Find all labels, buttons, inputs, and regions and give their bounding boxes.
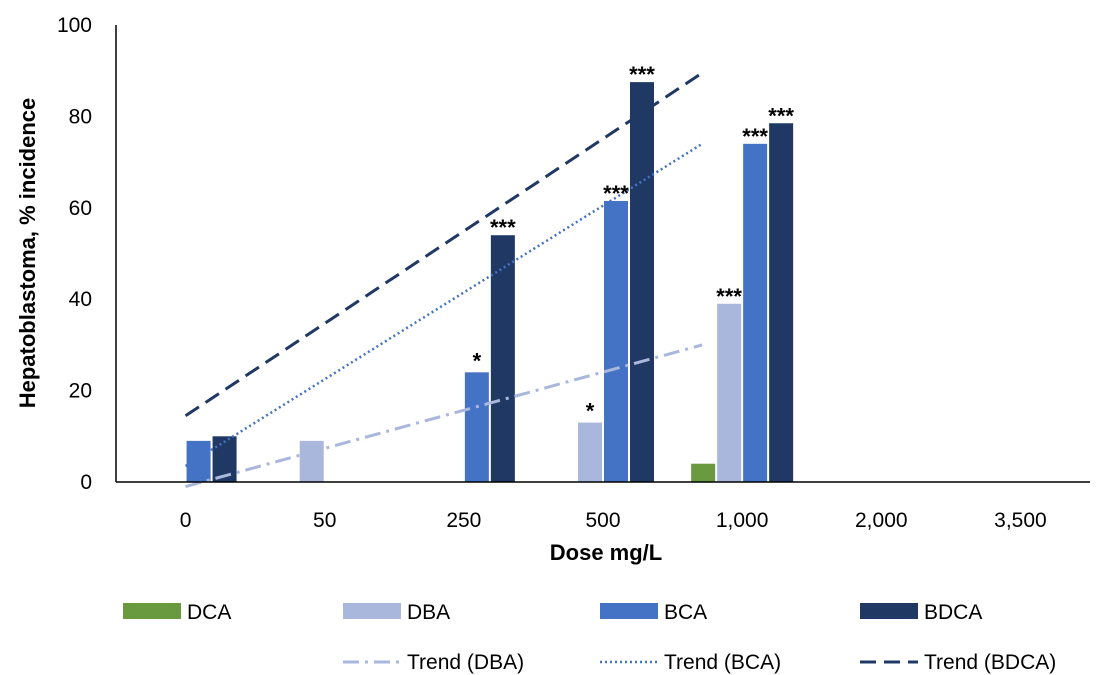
y-tick-label: 40	[69, 288, 92, 311]
y-tick-label: 60	[69, 197, 92, 220]
trend-lines-layer	[184, 71, 703, 489]
significance-label: ***	[716, 284, 742, 309]
legend-swatch-dca	[123, 603, 181, 619]
legend-swatch-dba	[343, 603, 401, 619]
legend-label: BDCA	[924, 601, 982, 624]
y-axis-title: Hepatoblastoma, % incidence	[15, 98, 40, 409]
x-tick-label: 3,500	[994, 509, 1047, 532]
x-axis-title: Dose mg/L	[550, 540, 662, 565]
significance-label: ***	[629, 62, 655, 87]
x-tick-label: 2,000	[855, 509, 908, 532]
significance-labels-layer: ********************	[473, 62, 795, 423]
bar-dba	[578, 422, 602, 482]
bar-bdca	[769, 123, 794, 482]
y-tick-label: 80	[69, 105, 92, 128]
significance-label: ***	[742, 124, 768, 149]
legend-label: Trend (DBA)	[407, 651, 524, 674]
x-tick-label: 500	[585, 509, 620, 532]
x-tick-label: 0	[180, 509, 192, 532]
significance-label: ***	[603, 181, 629, 206]
legend-swatch-bca	[600, 603, 658, 619]
bar-bca	[186, 440, 211, 482]
bar-bca	[743, 143, 768, 482]
trend-line-trendbca	[184, 142, 703, 468]
y-tick-label: 0	[80, 471, 92, 494]
significance-label: ***	[490, 215, 516, 240]
bar-bdca	[490, 235, 515, 482]
legend-label: Trend (BDCA)	[924, 651, 1056, 674]
significance-label: *	[473, 348, 482, 373]
bar-bdca	[630, 82, 654, 482]
legend-label: DBA	[407, 601, 450, 624]
significance-label: ***	[768, 103, 794, 128]
legend: DCA DBA BCA BDCA Trend (DBA) Trend (BCA) Trend…	[123, 601, 1056, 674]
x-tick-label: 250	[446, 509, 481, 532]
legend-label: Trend (BCA)	[664, 651, 781, 674]
bar-bca	[604, 200, 628, 482]
x-tick-label: 50	[313, 509, 336, 532]
x-tick-labels: 0 50 250 500 1,000 2,000 3,500	[180, 509, 1047, 532]
trend-line-trenddba	[185, 343, 703, 489]
bar-dba	[299, 440, 324, 482]
legend-swatch-bdca	[860, 603, 918, 619]
y-tick-label: 20	[69, 380, 92, 403]
significance-label: *	[586, 399, 595, 424]
y-tick-labels: 0 20 40 60 80 100	[57, 14, 92, 494]
bars-layer	[186, 82, 794, 482]
legend-label: BCA	[664, 601, 707, 624]
legend-label: DCA	[187, 601, 231, 624]
bar-dba	[717, 303, 742, 482]
bar-bca	[464, 372, 489, 482]
trend-line-trendbdca	[184, 71, 703, 417]
x-tick-label: 1,000	[716, 509, 769, 532]
bar-dca	[691, 463, 716, 482]
y-tick-label: 100	[57, 14, 92, 37]
